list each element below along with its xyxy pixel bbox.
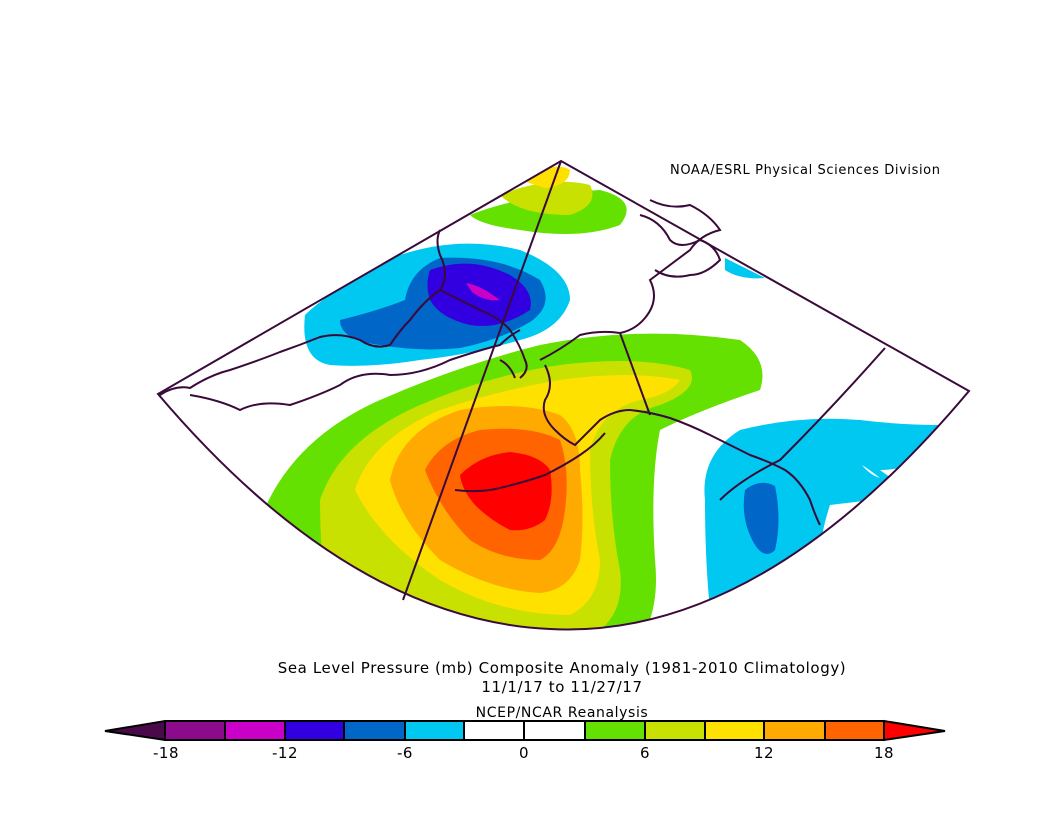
colorbar-tick: -18	[153, 744, 179, 762]
colorbar-tick: -6	[397, 744, 413, 762]
map-frame	[156, 159, 971, 631]
colorbar-tick: 12	[753, 744, 775, 762]
date-range: 11/1/17 to 11/27/17	[481, 678, 643, 696]
colorbar-tick: 18	[873, 744, 895, 762]
coastlines	[159, 199, 821, 526]
colorbar-tick: 6	[639, 744, 651, 762]
credit-label: NOAA/ESRL Physical Sciences Division	[670, 163, 941, 178]
colorbar-tick: 0	[518, 744, 530, 762]
grid-lines	[402, 160, 886, 601]
chart-title: Sea Level Pressure (mb) Composite Anomal…	[277, 659, 847, 677]
colorbar	[104, 719, 946, 742]
colorbar-tick: -12	[272, 744, 298, 762]
data-source: NCEP/NCAR Reanalysis	[475, 705, 649, 721]
